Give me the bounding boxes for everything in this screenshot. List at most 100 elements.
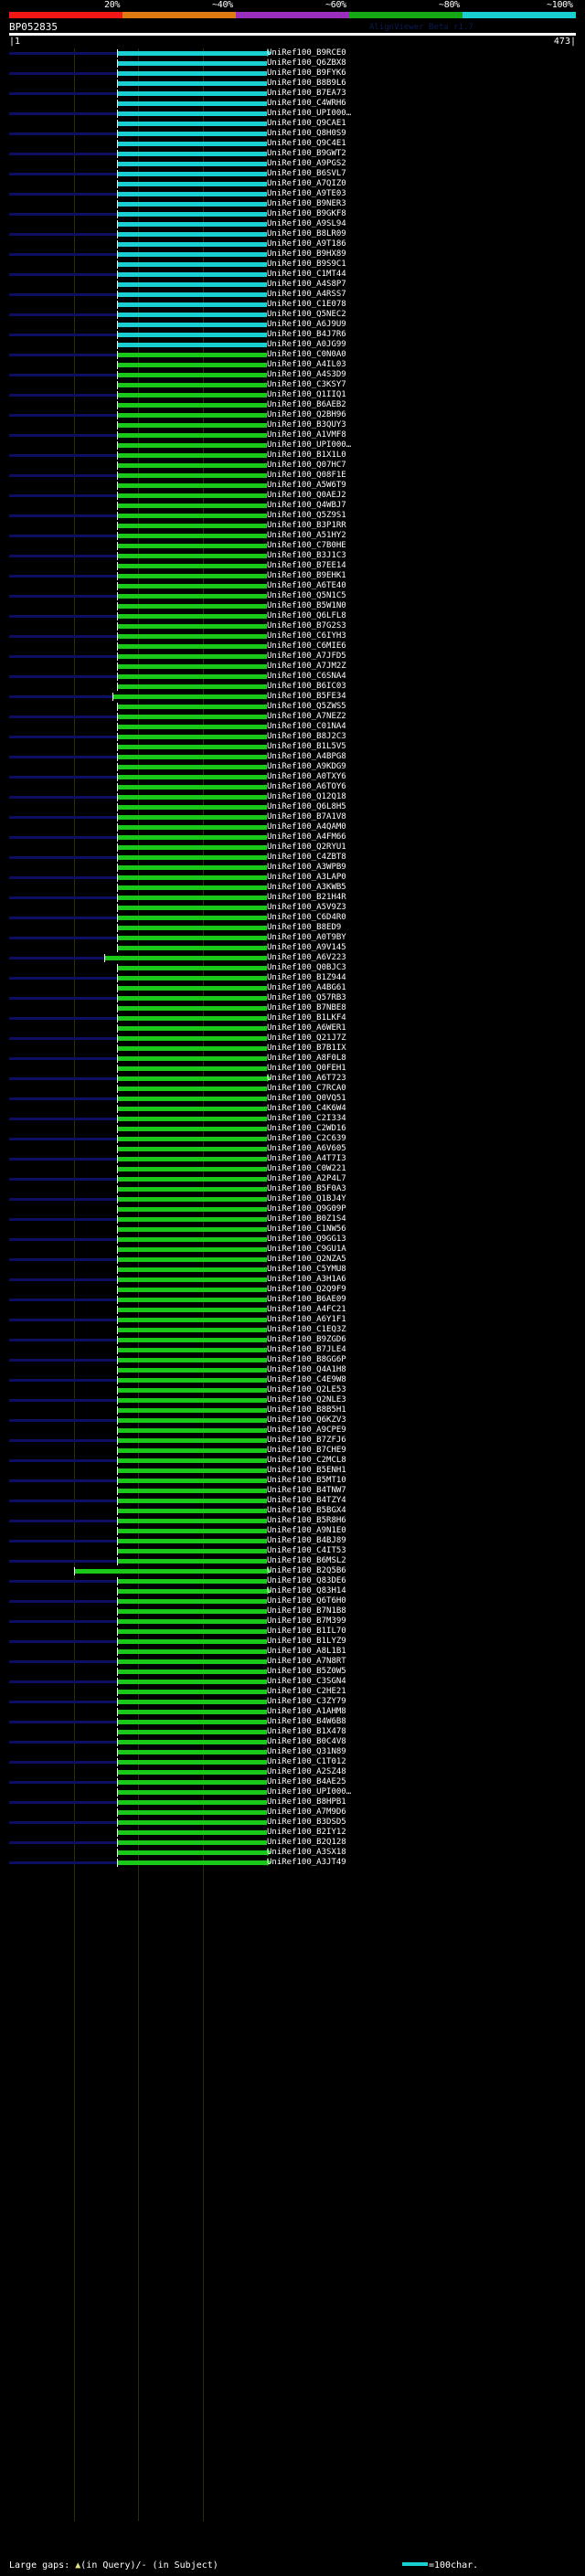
- hit-label[interactable]: UniRef100_C4IT53: [267, 1546, 346, 1555]
- hit-bar[interactable]: [118, 1479, 267, 1483]
- hit-label[interactable]: UniRef100_Q9GG13: [267, 1235, 346, 1244]
- hit-bar[interactable]: [118, 604, 267, 609]
- alignment-row[interactable]: [0, 149, 585, 159]
- hit-label[interactable]: UniRef100_Q07HC7: [267, 461, 346, 470]
- hit-bar[interactable]: [118, 1167, 267, 1171]
- alignment-row[interactable]: [0, 1305, 585, 1315]
- alignment-row[interactable]: [0, 1255, 585, 1265]
- hit-bar[interactable]: [118, 705, 267, 709]
- hit-label[interactable]: UniRef100_B6AE09: [267, 1295, 346, 1304]
- hit-bar[interactable]: [118, 1670, 267, 1674]
- hit-label[interactable]: UniRef100_B2IY12: [267, 1828, 346, 1837]
- alignment-row[interactable]: [0, 1064, 585, 1074]
- hit-bar[interactable]: [118, 896, 267, 900]
- hit-bar[interactable]: [118, 91, 267, 96]
- alignment-row[interactable]: [0, 1003, 585, 1013]
- alignment-row[interactable]: [0, 310, 585, 320]
- hit-label[interactable]: UniRef100_B7B1IX: [267, 1044, 346, 1053]
- alignment-row[interactable]: [0, 1395, 585, 1405]
- hit-label[interactable]: UniRef100_B7N1B8: [267, 1606, 346, 1616]
- hit-bar[interactable]: [118, 373, 267, 377]
- hit-label[interactable]: UniRef100_B7CHE9: [267, 1446, 346, 1455]
- alignment-row[interactable]: [0, 762, 585, 772]
- hit-bar[interactable]: [118, 1107, 267, 1111]
- hit-label[interactable]: UniRef100_A7JM2Z: [267, 662, 346, 671]
- hit-bar[interactable]: [118, 1780, 267, 1785]
- hit-bar[interactable]: [118, 262, 267, 267]
- hit-bar[interactable]: [118, 574, 267, 578]
- hit-bar[interactable]: [118, 524, 267, 528]
- alignment-row[interactable]: [0, 1345, 585, 1355]
- hit-bar[interactable]: [118, 1288, 267, 1292]
- hit-bar[interactable]: [118, 152, 267, 156]
- hit-bar[interactable]: [118, 1137, 267, 1141]
- alignment-row[interactable]: [0, 1707, 585, 1717]
- alignment-row[interactable]: [0, 1164, 585, 1174]
- alignment-row[interactable]: [0, 531, 585, 541]
- hit-label[interactable]: UniRef100_UPI000…: [267, 440, 352, 450]
- hit-bar[interactable]: [118, 1458, 267, 1463]
- hit-bar[interactable]: [118, 795, 267, 800]
- hit-bar[interactable]: [118, 232, 267, 237]
- hit-label[interactable]: UniRef100_B9FYK6: [267, 69, 346, 78]
- hit-label[interactable]: UniRef100_A6V605: [267, 1144, 346, 1153]
- hit-bar[interactable]: [118, 725, 267, 729]
- alignment-row[interactable]: [0, 290, 585, 300]
- alignment-row[interactable]: [0, 1094, 585, 1104]
- hit-bar[interactable]: [118, 212, 267, 217]
- hit-bar[interactable]: [118, 51, 267, 56]
- hit-label-column[interactable]: UniRef100_B9RCE0 UniRef100_Q6ZBX8 UniRef10…: [267, 48, 585, 2521]
- alignment-row[interactable]: [0, 621, 585, 631]
- alignment-row[interactable]: [0, 571, 585, 581]
- alignment-row[interactable]: [0, 943, 585, 953]
- hit-label[interactable]: UniRef100_A3KWB5: [267, 883, 346, 892]
- hit-label[interactable]: UniRef100_A3WPB9: [267, 863, 346, 872]
- hit-bar[interactable]: [118, 142, 267, 146]
- hit-label[interactable]: UniRef100_Q6T6H0: [267, 1596, 346, 1606]
- alignment-row[interactable]: [0, 1355, 585, 1365]
- hit-label[interactable]: UniRef100_Q57RB3: [267, 993, 346, 1002]
- hit-label[interactable]: UniRef100_Q5N1C5: [267, 591, 346, 600]
- hit-bar[interactable]: [118, 1066, 267, 1071]
- hit-label[interactable]: UniRef100_C2I334: [267, 1114, 346, 1123]
- alignment-row[interactable]: [0, 139, 585, 149]
- hit-label[interactable]: UniRef100_A9TE03: [267, 189, 346, 198]
- alignment-row[interactable]: [0, 1627, 585, 1637]
- hit-label[interactable]: UniRef100_B9ZGD6: [267, 1335, 346, 1344]
- hit-bar[interactable]: [118, 122, 267, 126]
- hit-bar[interactable]: [118, 614, 267, 619]
- alignment-row[interactable]: [0, 923, 585, 933]
- alignment-row[interactable]: [0, 832, 585, 843]
- alignment-row[interactable]: [0, 1224, 585, 1235]
- hit-bar[interactable]: [118, 875, 267, 880]
- hit-bar[interactable]: [118, 785, 267, 790]
- hit-label[interactable]: UniRef100_C2MCL8: [267, 1456, 346, 1465]
- hit-label[interactable]: UniRef100_Q5NEC2: [267, 310, 346, 319]
- alignment-row[interactable]: [0, 561, 585, 571]
- hit-label[interactable]: UniRef100_B5ENH1: [267, 1466, 346, 1475]
- alignment-rows[interactable]: [0, 48, 585, 2521]
- hit-bar[interactable]: [118, 745, 267, 749]
- hit-label[interactable]: UniRef100_B1LKF4: [267, 1013, 346, 1023]
- hit-bar[interactable]: [118, 403, 267, 408]
- hit-label[interactable]: UniRef100_A4RSS7: [267, 290, 346, 299]
- hit-bar[interactable]: [118, 594, 267, 599]
- hit-bar[interactable]: [118, 1247, 267, 1252]
- hit-bar[interactable]: [118, 1629, 267, 1634]
- hit-label[interactable]: UniRef100_B4W6B8: [267, 1717, 346, 1726]
- hit-bar[interactable]: [118, 443, 267, 448]
- hit-label[interactable]: UniRef100_B9S9C1: [267, 260, 346, 269]
- hit-bar[interactable]: [118, 1368, 267, 1373]
- hit-label[interactable]: UniRef100_A9T186: [267, 239, 346, 249]
- hit-bar[interactable]: [118, 644, 267, 649]
- alignment-row[interactable]: [0, 350, 585, 360]
- hit-label[interactable]: UniRef100_A6T723: [267, 1074, 346, 1083]
- alignment-row[interactable]: [0, 1044, 585, 1054]
- hit-bar[interactable]: [118, 765, 267, 769]
- alignment-row[interactable]: [0, 1214, 585, 1224]
- alignment-row[interactable]: [0, 1114, 585, 1124]
- hit-bar[interactable]: [118, 946, 267, 950]
- hit-bar[interactable]: [118, 674, 267, 679]
- hit-label[interactable]: UniRef100_A9N1E0: [267, 1526, 346, 1535]
- hit-bar[interactable]: [118, 343, 267, 347]
